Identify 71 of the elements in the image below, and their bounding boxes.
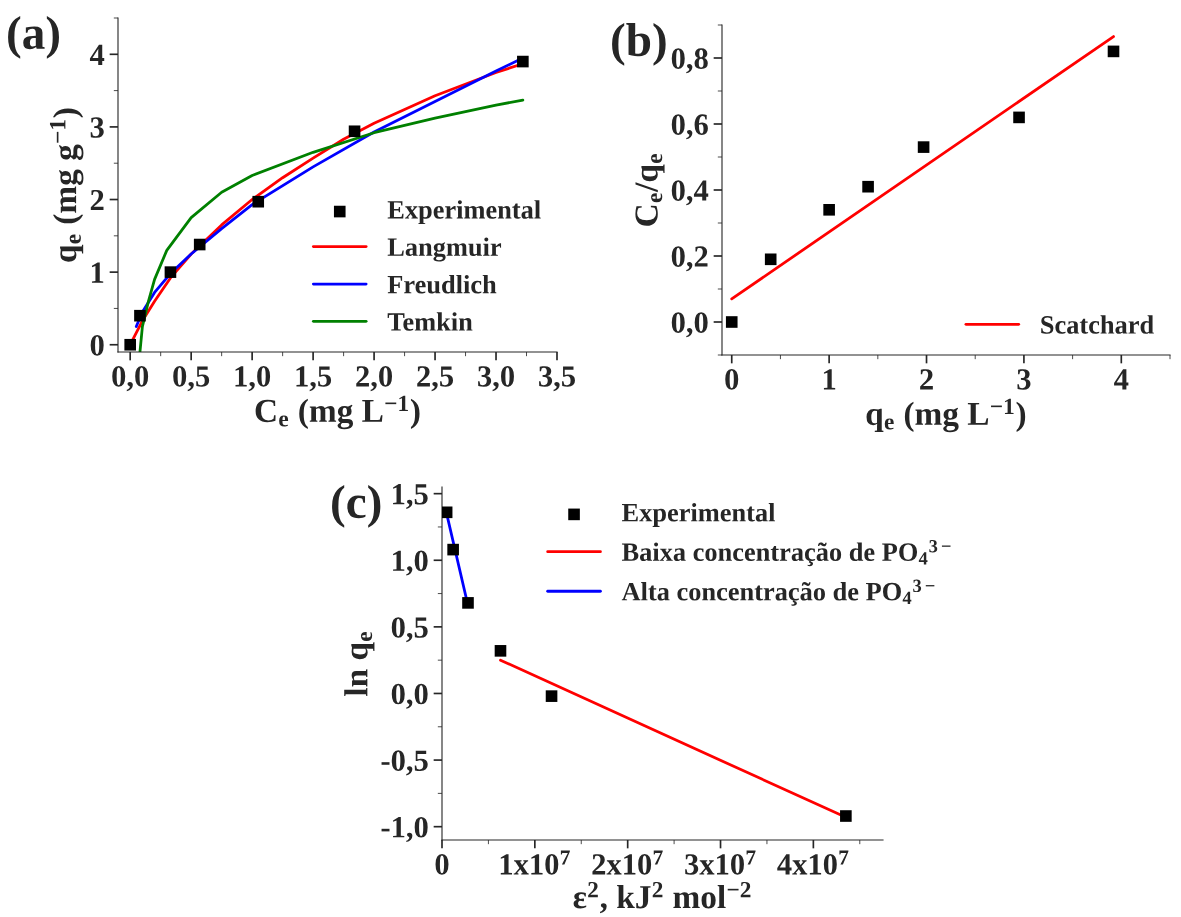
x-tick-label: 0 [435,854,449,875]
legend-label: Langmuir [387,237,502,262]
y-tick-label: 0,2 [671,246,708,272]
legend-label: Temkin [387,312,473,331]
x-axis-title: C$_{e}$ (mg L$^{−1}$) [255,395,420,430]
legend-label: Experimental [622,502,776,527]
point [252,195,265,208]
y-tick-label: 1 [91,262,104,283]
y-tick-label: 0,0 [671,312,708,338]
legend-label: Alta concentração de PO$_{4}$$^{3−}$ [621,579,935,606]
x-tick-label: 1x10$^{7}$ [500,850,570,875]
chart-title: (a) [8,16,59,59]
x-axis-title: q$_{e}$ (mg L$^{−1}$) [866,398,1026,433]
point [134,309,146,322]
point [823,203,835,216]
y-tick-label: 2 [90,189,104,211]
point [862,180,874,193]
x-tick-label: 2,5 [417,366,454,392]
point [447,543,459,556]
y-tick-label: 0,0 [391,683,428,709]
point [494,645,507,657]
x-tick-label: 1,5 [296,366,332,392]
point [124,338,136,351]
chart-title: (c) [332,485,381,528]
x-tick-label: 4 [1114,369,1129,390]
legend-label: Experimental [387,200,541,225]
point [725,316,738,328]
x-tick-label: 3 [1017,369,1031,390]
point [517,55,529,68]
x-tick-label: 0,5 [173,366,210,392]
x-tick-label: 1,0 [235,366,271,392]
y-tick-label: 0,4 [671,180,709,206]
x-tick-label: 3x10$^{7}$ [685,850,756,875]
y-axis-title: C$_{e}$/q$_{e}$ [635,154,665,226]
point [840,810,852,822]
point [917,141,930,153]
x-tick-label: 2 [920,369,933,390]
x-tick-label: 2x10$^{7}$ [592,850,663,875]
y-tick-label: 3 [90,117,104,138]
y-tick-label: -1,0 [381,816,428,843]
x-tick-label: 0,0 [112,366,149,392]
point [764,253,777,266]
y-tick-label: 0,8 [671,48,708,74]
point [164,266,177,278]
x-tick-label: 3,0 [478,366,514,392]
x-axis-title: ε$^{2}$, kJ$^{2}$ mol$^{−2}$ [573,881,751,914]
point [442,506,453,519]
point [348,125,361,138]
point [193,238,206,251]
x-tick-label: 4x10$^{7}$ [777,850,849,875]
y-tick-label: 0 [90,335,104,356]
y-tick-label: 1,0 [393,550,428,576]
x-tick-label: 1 [823,369,836,390]
legend-label: Freudlich [387,274,497,294]
y-tick-label: 1,5 [393,484,428,509]
point [1013,111,1025,124]
y-axis-title: ln q$_{e}$ [344,631,375,697]
legend-label: Scatchard [1041,315,1154,334]
y-tick-label: 0,5 [391,617,428,643]
x-tick-label: 2,0 [356,366,393,392]
chart-title: (b) [612,23,666,66]
x-tick-label: 0 [725,369,739,390]
point [545,690,558,702]
y-tick-label: -0,5 [381,750,428,776]
y-tick-label: 4 [89,44,105,65]
y-axis-title: q$_{e}$ (mg g$^{−1}$) [49,108,84,262]
legend-label: Baixa concentração de PO$_{4}$$^{3−}$ [621,540,951,567]
point [462,597,474,609]
x-tick-label: 3,5 [539,366,575,392]
y-tick-label: 0,6 [671,114,708,140]
point [1107,45,1120,58]
